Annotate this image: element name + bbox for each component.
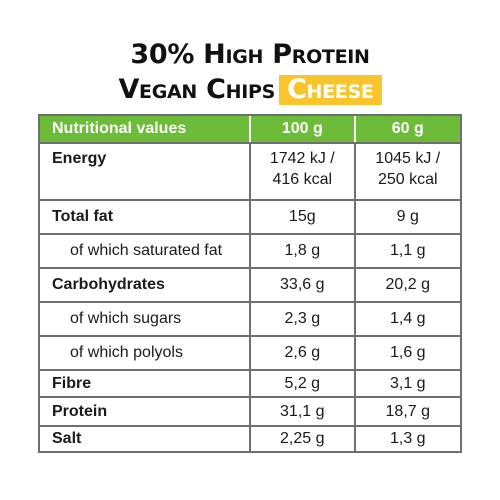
value-per-60g: 1,4 g <box>353 303 460 335</box>
value-per-100g: 15g <box>249 201 354 233</box>
value-per-100g: 1,8 g <box>249 235 353 267</box>
value-per-60g: 1,3 g <box>353 427 460 451</box>
value-per-100g: 2,25 g <box>249 427 354 451</box>
value-per-60g: 1,1 g <box>353 235 460 267</box>
row-label: of which saturated fat <box>70 242 223 259</box>
table-row-total-fat: Total fat 15g 9 g <box>40 199 460 233</box>
energy-kj-100g: 1742 kJ / <box>269 150 335 167</box>
row-label: of which polyols <box>70 344 183 361</box>
value-per-100g: 2,6 g <box>249 337 353 369</box>
value-per-100g: 31,1 g <box>249 398 354 425</box>
table-row-saturated-fat: of which saturated fat 1,8 g 1,1 g <box>40 233 460 267</box>
row-label: Total fat <box>52 208 114 225</box>
value-per-100g: 33,6 g <box>249 269 354 301</box>
value-per-60g: 9 g <box>353 201 460 233</box>
energy-per-100g: 1742 kJ / 416 kcal <box>249 144 354 199</box>
table-row-sugars: of which sugars 2,3 g 1,4 g <box>40 301 460 335</box>
nutrition-table: Nutritional values 100 g 60 g Energy 174… <box>38 114 462 453</box>
row-label: Fibre <box>52 374 92 392</box>
energy-kcal-60g: 250 kcal <box>377 171 438 188</box>
value-per-60g: 1,6 g <box>353 337 460 369</box>
table-row-energy: Energy 1742 kJ / 416 kcal 1045 kJ / 250 … <box>40 142 460 199</box>
header-per-100g: 100 g <box>249 116 354 142</box>
energy-kj-60g: 1045 kJ / <box>375 150 441 167</box>
value-per-100g: 5,2 g <box>249 371 354 396</box>
table-header: Nutritional values 100 g 60 g <box>40 116 460 142</box>
table-row-salt: Salt 2,25 g 1,3 g <box>40 425 460 451</box>
product-name: Vegan Chips <box>118 74 276 105</box>
row-label: Carbohydrates <box>52 276 165 293</box>
table-row-protein: Protein 31,1 g 18,7 g <box>40 396 460 425</box>
row-label: Protein <box>52 402 108 420</box>
row-label: Salt <box>52 430 82 447</box>
value-per-100g: 2,3 g <box>249 303 353 335</box>
table-row-carbohydrates: Carbohydrates 33,6 g 20,2 g <box>40 267 460 301</box>
flavor-badge: Cheese <box>279 75 382 105</box>
value-per-60g: 20,2 g <box>353 269 460 301</box>
product-title-line-2: Vegan Chips Cheese <box>0 73 500 107</box>
value-per-60g: 3,1 g <box>353 371 460 396</box>
product-title-line-1: 30% High Protein <box>130 39 370 70</box>
table-row-polyols: of which polyols 2,6 g 1,6 g <box>40 335 460 369</box>
row-label: Energy <box>52 150 107 167</box>
row-label: of which sugars <box>70 310 182 327</box>
header-per-60g: 60 g <box>353 116 460 142</box>
table-row-fibre: Fibre 5,2 g 3,1 g <box>40 369 460 396</box>
energy-kcal-100g: 416 kcal <box>272 171 333 188</box>
value-per-60g: 18,7 g <box>353 398 460 425</box>
header-nutrient: Nutritional values <box>52 120 187 137</box>
energy-per-60g: 1045 kJ / 250 kcal <box>353 144 460 199</box>
